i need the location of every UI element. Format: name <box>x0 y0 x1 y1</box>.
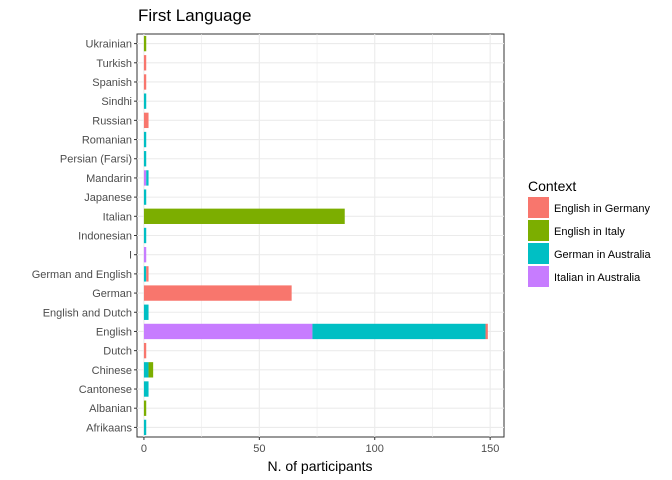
y-tick-label: Romanian <box>82 135 132 147</box>
y-tick-label: Italian <box>103 211 132 223</box>
bar-ukrainian-series-2 <box>143 35 147 52</box>
bar-russian-series-3 <box>143 112 149 129</box>
y-tick-label: I <box>129 250 132 262</box>
bar-japanese-series-1 <box>143 189 147 205</box>
y-tick-label: Turkish <box>96 58 132 70</box>
bars <box>143 35 488 436</box>
x-tick-label: 0 <box>141 443 147 455</box>
y-tick-label: English and Dutch <box>43 307 132 319</box>
chart-title: First Language <box>138 6 251 25</box>
y-tick-label: Spanish <box>92 77 132 89</box>
legend-label: English in Italy <box>554 226 625 238</box>
bar-chinese-series-2 <box>148 362 154 378</box>
x-tick-label: 50 <box>253 443 265 455</box>
bar-sindhi-series-1 <box>143 93 147 109</box>
y-tick-label: German and English <box>32 269 132 281</box>
legend-label: Italian in Australia <box>554 272 641 284</box>
legend-label: English in Germany <box>554 203 650 215</box>
legend-swatch <box>528 266 549 287</box>
bar-i-series-0 <box>143 247 147 263</box>
bar-mandarin-series-1 <box>146 170 149 186</box>
x-tick-label: 150 <box>481 443 499 455</box>
bar-albanian-series-2 <box>143 400 147 416</box>
legend-label: German in Australia <box>554 249 651 261</box>
legend-title: Context <box>528 178 576 194</box>
y-tick-label: Mandarin <box>86 173 132 185</box>
bar-romanian-series-1 <box>143 131 147 148</box>
legend: Context English in Germany English in Ita… <box>528 178 651 287</box>
x-axis-labels: 0 50 100 150 <box>141 437 499 455</box>
y-tick-label: Albanian <box>89 403 132 415</box>
bar-english-series-1 <box>312 323 486 340</box>
y-tick-label: English <box>96 326 132 338</box>
bar-dutch-series-3 <box>143 342 147 359</box>
bar-german-and-english-series-3 <box>146 266 149 282</box>
x-tick-label: 100 <box>366 443 384 455</box>
bar-afrikaans-series-1 <box>143 419 147 436</box>
y-tick-label: German <box>92 288 132 300</box>
x-axis-title: N. of participants <box>267 458 372 474</box>
legend-swatch <box>528 243 549 264</box>
y-tick-label: Japanese <box>84 192 132 204</box>
bar-indonesian-series-1 <box>143 227 147 244</box>
bar-english-and-dutch-series-1 <box>143 304 149 320</box>
bar-turkish-series-3 <box>143 55 147 71</box>
y-tick-label: Chinese <box>92 365 132 377</box>
bar-chinese-series-1 <box>143 362 149 378</box>
y-axis-labels: Afrikaans Albanian Cantonese Chinese Dutch En… <box>32 39 137 434</box>
y-tick-label: Cantonese <box>79 384 132 396</box>
bar-cantonese-series-1 <box>143 381 149 397</box>
bar-english-series-0 <box>143 323 313 340</box>
legend-swatch <box>528 197 549 218</box>
bar-mandarin-series-0 <box>143 170 147 186</box>
bar-spanish-series-3 <box>143 74 147 90</box>
y-tick-label: Russian <box>92 115 132 127</box>
y-tick-label: Persian (Farsi) <box>60 154 132 166</box>
bar-italian-series-2 <box>143 208 345 224</box>
bar-german-series-3 <box>143 285 292 301</box>
y-tick-label: Dutch <box>103 346 132 358</box>
legend-swatch <box>528 220 549 241</box>
y-tick-label: Indonesian <box>78 231 132 243</box>
y-tick-label: Sindhi <box>101 96 132 108</box>
bar-german-and-english-series-1 <box>143 266 147 282</box>
y-tick-label: Ukrainian <box>86 39 132 51</box>
bar-english-series-3 <box>485 323 488 340</box>
bar-persian-farsi--series-1 <box>143 151 147 167</box>
y-tick-label: Afrikaans <box>86 422 132 434</box>
